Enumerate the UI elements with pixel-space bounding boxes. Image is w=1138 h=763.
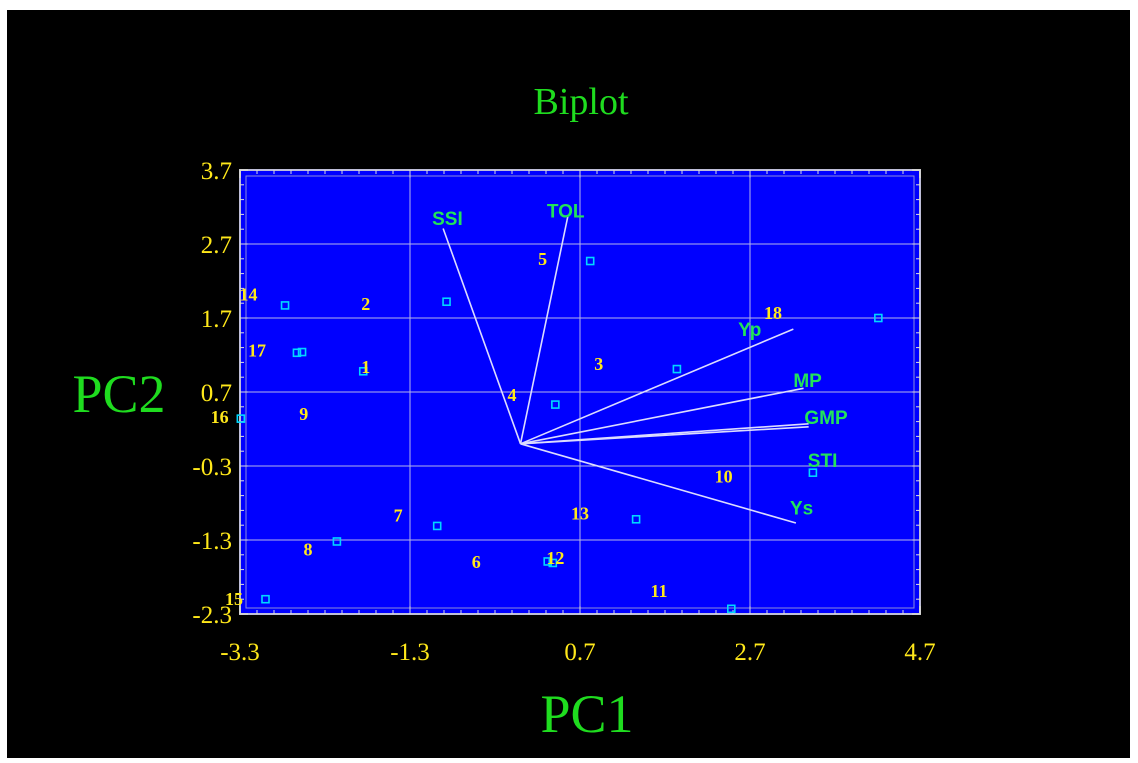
data-point-marker bbox=[808, 468, 818, 477]
x-axis-title: PC1 bbox=[540, 684, 633, 744]
data-point-label: 16 bbox=[211, 407, 229, 427]
y-tick-label: -2.3 bbox=[192, 602, 232, 629]
y-tick-label: -1.3 bbox=[192, 528, 232, 555]
vector-label-yp: Yp bbox=[738, 320, 761, 341]
data-point-marker bbox=[432, 521, 442, 531]
data-point-label: 7 bbox=[394, 506, 403, 526]
vector-label-sti: STI bbox=[808, 451, 838, 472]
vector-line-mp bbox=[520, 387, 804, 445]
vector-label-tol: TOL bbox=[547, 202, 585, 223]
chart-title: Biplot bbox=[533, 81, 628, 123]
y-tick-label: 2.7 bbox=[201, 232, 232, 259]
data-point-label: 3 bbox=[594, 354, 603, 374]
data-point-marker bbox=[543, 557, 553, 566]
x-tick-label: 0.7 bbox=[564, 639, 595, 666]
vector-label-gmp: GMP bbox=[804, 408, 848, 429]
y-tick-label: 3.7 bbox=[201, 158, 232, 185]
x-tick-label: 4.7 bbox=[904, 639, 935, 666]
data-point-marker bbox=[261, 594, 270, 604]
vector-line-ys bbox=[520, 443, 797, 524]
data-point-label: 11 bbox=[651, 581, 668, 601]
vector-label-mp: MP bbox=[793, 371, 822, 392]
data-point-marker bbox=[292, 348, 302, 358]
data-point-label: 12 bbox=[546, 548, 564, 568]
data-point-label: 18 bbox=[764, 303, 782, 323]
chart-frame: Biplot PC1 PC2 -3.3 -1.3 0.7 2.7 4.7 3.7 2.7 1.… bbox=[7, 10, 1130, 758]
y-tick-label: 0.7 bbox=[201, 380, 232, 407]
data-point-label: 10 bbox=[715, 466, 733, 486]
vector-label-ssi: SSI bbox=[432, 209, 463, 230]
data-point-label: 17 bbox=[248, 341, 266, 361]
data-point-marker bbox=[358, 366, 368, 376]
data-point-marker bbox=[726, 604, 736, 614]
data-point-label: 15 bbox=[225, 589, 243, 609]
data-point-label: 14 bbox=[240, 284, 258, 304]
data-point-marker bbox=[585, 256, 595, 266]
data-point-marker bbox=[332, 537, 342, 546]
data-point-label: 2 bbox=[361, 294, 370, 314]
vector-label-ys: Ys bbox=[790, 498, 813, 519]
biplot-chart: Biplot PC1 PC2 -3.3 -1.3 0.7 2.7 4.7 3.7 2.7 1.… bbox=[72, 81, 935, 744]
x-tick-label: -3.3 bbox=[220, 639, 260, 666]
data-point-label: 4 bbox=[508, 385, 517, 405]
x-tick-label: -1.3 bbox=[390, 639, 430, 666]
vector-line-ssi bbox=[442, 228, 522, 445]
data-point-marker bbox=[874, 313, 883, 323]
data-point-marker bbox=[442, 297, 451, 307]
vector-line-yp bbox=[520, 328, 794, 445]
y-tick-label: 1.7 bbox=[201, 306, 232, 333]
data-point-label: 1 bbox=[361, 357, 370, 377]
data-point-marker bbox=[236, 414, 246, 423]
data-point-marker bbox=[672, 364, 682, 374]
data-point-marker bbox=[297, 347, 307, 357]
data-point-marker bbox=[631, 514, 641, 524]
x-tick-label: 2.7 bbox=[734, 639, 765, 666]
data-point-marker bbox=[551, 400, 560, 409]
data-point-marker bbox=[280, 301, 290, 310]
data-point-label: 5 bbox=[538, 249, 547, 269]
data-point-label: 8 bbox=[304, 540, 313, 560]
plot-area-group: -3.3 -1.3 0.7 2.7 4.7 3.7 2.7 1.7 0.7 -0.3 -1.3 -2.… bbox=[192, 158, 935, 666]
data-point-label: 9 bbox=[299, 404, 308, 424]
y-axis-title: PC2 bbox=[72, 364, 165, 424]
vector-line-sti bbox=[520, 425, 809, 445]
data-point-label: 6 bbox=[472, 552, 481, 572]
y-tick-label: -0.3 bbox=[192, 454, 232, 481]
vector-line-tol bbox=[519, 214, 569, 444]
data-point-marker bbox=[548, 558, 558, 568]
data-point-label: 13 bbox=[571, 503, 589, 523]
